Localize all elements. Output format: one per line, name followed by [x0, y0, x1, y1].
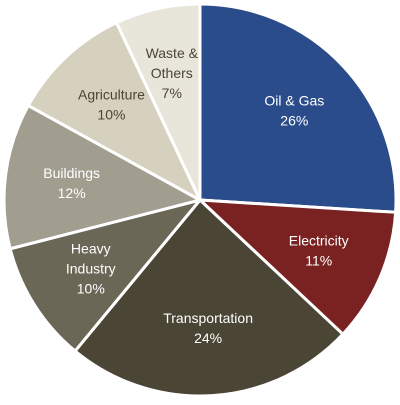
- pie-slice-6: [115, 2, 202, 202]
- slice-category-label: Waste &: [146, 44, 199, 60]
- slice-value-label: 10%: [97, 106, 125, 122]
- pie-slice-2: [73, 198, 345, 398]
- slice-label-5: Agriculture 10%: [78, 86, 145, 122]
- slice-value-label: 26%: [280, 112, 308, 128]
- slice-category-label: Oil & Gas: [264, 92, 324, 108]
- slice-category-label: Heavy: [71, 240, 111, 256]
- pie-slice-1: [198, 198, 398, 336]
- slice-label-0: Oil & Gas 26%: [264, 92, 324, 128]
- pie-slice-4: [2, 104, 202, 251]
- slice-label-6: Waste & Others 7%: [146, 44, 199, 100]
- slice-value-label: 24%: [194, 330, 222, 346]
- slice-label-3: Heavy Industry 10%: [66, 240, 116, 296]
- slice-label-2: Transportation 24%: [163, 310, 253, 346]
- slice-category-label: Buildings: [43, 164, 100, 180]
- slice-category-label: Transportation: [163, 310, 253, 326]
- slice-value-label: 7%: [162, 84, 182, 100]
- slice-value-label: 11%: [305, 252, 332, 268]
- slice-category-label: Industry: [66, 260, 116, 276]
- slice-value-label: 12%: [58, 184, 86, 200]
- slice-category-label: Electricity: [289, 232, 349, 248]
- slice-value-label: 10%: [77, 280, 105, 296]
- pie-slice-5: [26, 21, 202, 202]
- pie-slice-0: [198, 2, 398, 214]
- slice-category-label: Agriculture: [78, 86, 145, 102]
- slice-label-4: Buildings 12%: [43, 164, 100, 200]
- slice-category-label: Others: [151, 64, 193, 80]
- slice-label-1: Electricity 11%: [289, 232, 349, 268]
